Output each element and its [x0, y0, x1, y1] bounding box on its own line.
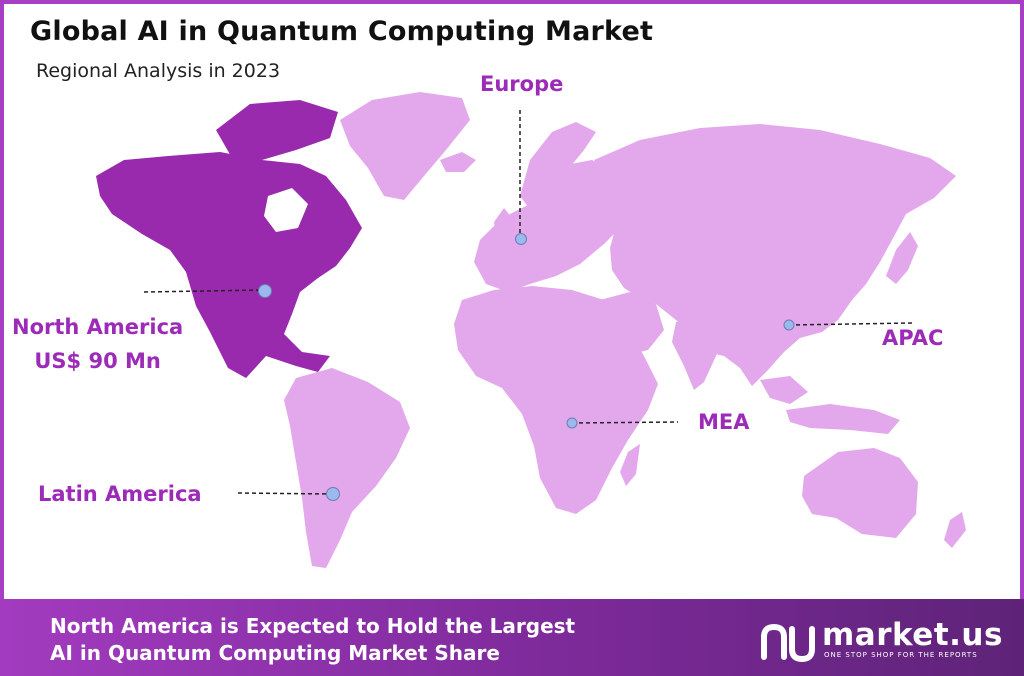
brand-mark-icon	[761, 623, 815, 663]
uk-shape	[494, 208, 512, 240]
europe-shape	[474, 160, 634, 292]
page-title: Global AI in Quantum Computing Market	[30, 16, 654, 47]
footer-line-2: AI in Quantum Computing Market Share	[50, 641, 500, 665]
europe-label: Europe	[480, 72, 564, 96]
iceland-shape	[440, 152, 476, 172]
indonesia-shape	[786, 404, 900, 434]
footer-line-1: North America is Expected to Hold the La…	[50, 614, 576, 638]
mea-label: MEA	[698, 410, 750, 434]
brand-tagline: ONE STOP SHOP FOR THE REPORTS	[824, 651, 978, 659]
world-map	[96, 92, 966, 568]
page-subtitle: Regional Analysis in 2023	[36, 60, 281, 82]
southeast-asia-shape	[760, 376, 808, 404]
india-shape	[672, 316, 724, 390]
latin-america-marker	[326, 487, 340, 501]
madagascar-shape	[620, 444, 640, 486]
mea-leader-line	[571, 421, 679, 424]
arctic-islands-shape	[216, 100, 338, 160]
footer-banner: North America is Expected to Hold the La…	[0, 599, 1024, 676]
footer-statement: North America is Expected to Hold the La…	[50, 613, 575, 667]
latin-america-label: Latin America	[38, 482, 202, 506]
scandinavia-shape	[520, 122, 596, 212]
europe-marker	[515, 233, 527, 245]
australia-shape	[802, 448, 918, 538]
north-america-marker	[258, 284, 272, 298]
hudson-bay-shape	[264, 188, 308, 232]
mea-marker	[566, 417, 578, 429]
brand-logo: market.us ONE STOP SHOP FOR THE REPORTS	[760, 617, 1003, 663]
south-america-shape	[284, 368, 410, 568]
africa-shape	[454, 286, 658, 514]
arabia-shape	[600, 292, 664, 356]
greenland-shape	[340, 92, 470, 200]
north-america-label: North America	[12, 315, 184, 339]
north-america-label-group: North America US$ 90 Mn	[12, 310, 183, 378]
north-america-value: US$ 90 Mn	[34, 349, 161, 373]
japan-shape	[886, 232, 918, 284]
north-america-leader-line	[143, 289, 265, 293]
brand-name: market.us	[822, 617, 1003, 653]
apac-marker	[783, 319, 795, 331]
latin-america-leader-line	[237, 492, 333, 495]
new-zealand-shape	[944, 512, 966, 548]
apac-label: APAC	[882, 326, 944, 350]
